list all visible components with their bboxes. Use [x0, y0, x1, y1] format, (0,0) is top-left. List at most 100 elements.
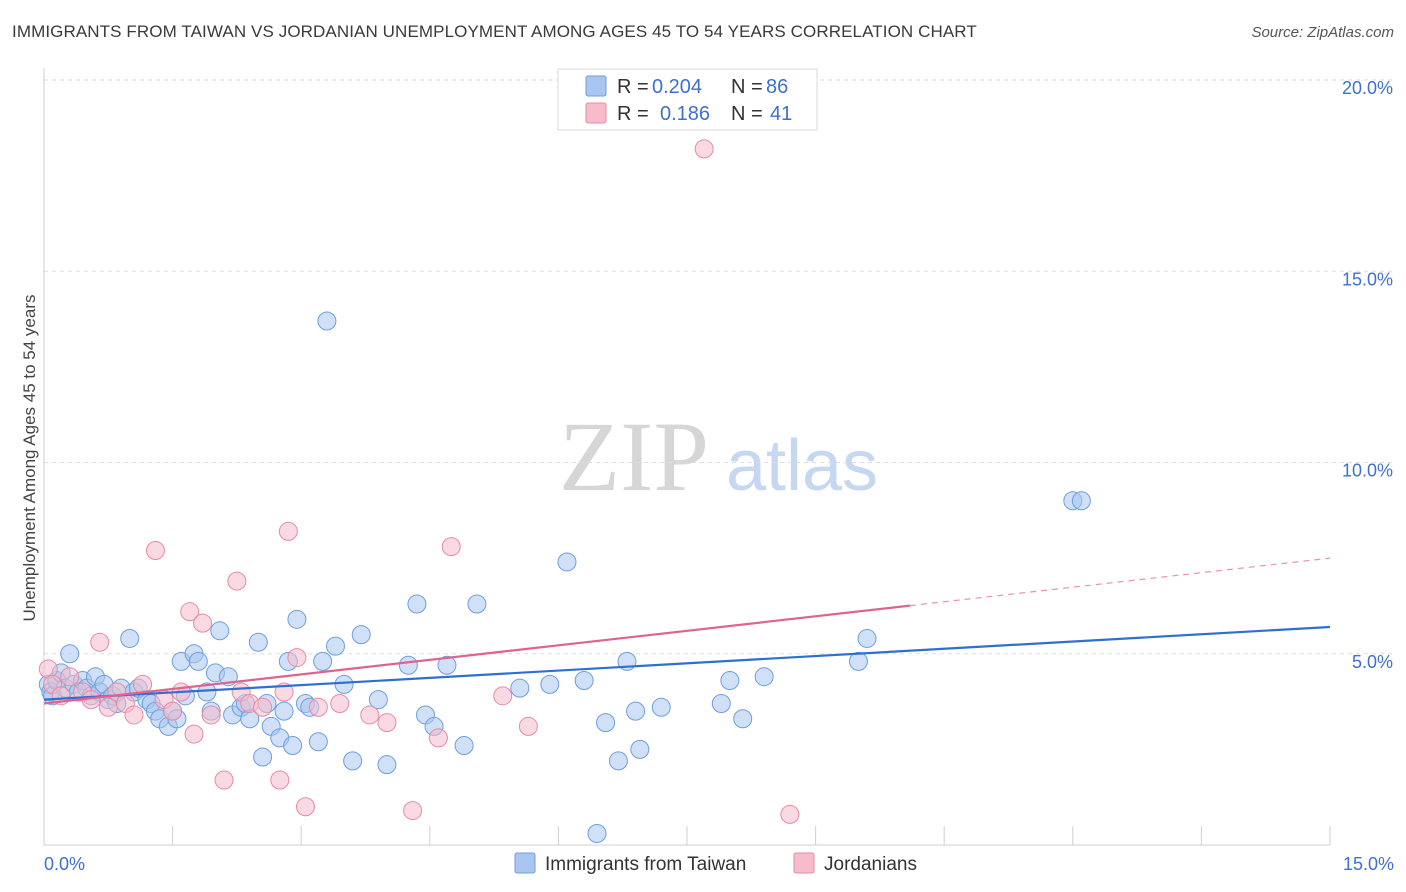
jordanians-point	[124, 705, 144, 725]
taiwan-point	[711, 693, 731, 713]
taiwan-point	[334, 674, 354, 694]
jordanians-point	[214, 770, 234, 790]
x-tick-label-min: 0.0%	[44, 854, 85, 874]
taiwan-point	[343, 751, 363, 771]
taiwan-point	[210, 621, 230, 641]
chart-title: IMMIGRANTS FROM TAIWAN VS JORDANIAN UNEM…	[12, 22, 977, 41]
taiwan-point	[651, 697, 671, 717]
taiwan-point	[351, 625, 371, 645]
taiwan-point	[60, 644, 80, 664]
legend: R = 0.204 N = 86 R = 0.186 N = 41	[557, 68, 818, 131]
taiwan-point	[857, 628, 877, 648]
jordanians-point	[330, 693, 350, 713]
taiwan-point	[274, 701, 294, 721]
taiwan-point	[557, 552, 577, 572]
jordanians-point	[403, 801, 423, 821]
taiwan-point	[398, 655, 418, 675]
legend-r-value-jordanians: 0.186	[660, 103, 710, 125]
taiwan-point	[848, 651, 868, 671]
y-tick-label: 15.0%	[1342, 269, 1393, 289]
jordanians-point	[163, 701, 183, 721]
jordanians-point	[201, 705, 221, 725]
trend-line-jordanians	[43, 604, 911, 705]
jordanians-point	[145, 540, 165, 560]
source-credit: Source: ZipAtlas.com	[1251, 24, 1394, 41]
taiwan-point	[313, 651, 333, 671]
taiwan-point	[248, 632, 268, 652]
jordanians-point	[270, 770, 290, 790]
taiwan-point	[377, 755, 397, 775]
taiwan-point	[317, 311, 337, 331]
taiwan-point	[1071, 491, 1091, 511]
y-tick-labels: 5.0% 10.0% 15.0% 20.0%	[1342, 78, 1393, 672]
taiwan-point	[188, 651, 208, 671]
taiwan-point	[733, 709, 753, 729]
legend-r-label-jordanians: R =	[617, 103, 649, 125]
jordanians-point	[780, 804, 800, 824]
legend-r-label-taiwan: R =	[617, 76, 649, 98]
trend-lines	[43, 557, 1331, 705]
y-tick-label: 20.0%	[1342, 78, 1393, 98]
watermark-zip: ZIP	[559, 401, 709, 512]
series-taiwan-points	[38, 311, 1091, 844]
jordanians-point	[441, 537, 461, 557]
jordanians-point	[518, 716, 538, 736]
taiwan-point	[608, 751, 628, 771]
watermark: ZIP atlas	[559, 401, 878, 512]
taiwan-point	[287, 609, 307, 629]
taiwan-point	[437, 655, 457, 675]
legend-r-value-taiwan: 0.204	[652, 76, 702, 98]
taiwan-point	[540, 674, 560, 694]
taiwan-point	[510, 678, 530, 698]
jordanians-point	[428, 728, 448, 748]
grid-lines	[44, 79, 1394, 655]
jordanians-point	[287, 648, 307, 668]
bottom-legend: Immigrants from Taiwan Jordanians	[514, 852, 917, 875]
jordanians-point	[253, 697, 273, 717]
taiwan-point	[626, 701, 646, 721]
jordanians-point	[90, 632, 110, 652]
x-tick-label-max: 15.0%	[1343, 854, 1394, 874]
jordanians-point	[694, 139, 714, 159]
taiwan-point	[454, 736, 474, 756]
taiwan-point	[574, 671, 594, 691]
taiwan-point	[467, 594, 487, 614]
jordanians-point	[184, 724, 204, 744]
jordanians-point	[193, 613, 213, 633]
bottom-legend-swatch-jordanians	[793, 852, 815, 874]
taiwan-point	[253, 747, 273, 767]
jordanians-point	[360, 705, 380, 725]
taiwan-point	[407, 594, 427, 614]
taiwan-point	[720, 671, 740, 691]
taiwan-point	[120, 628, 140, 648]
y-tick-label: 10.0%	[1342, 461, 1393, 481]
taiwan-point	[368, 690, 388, 710]
taiwan-point	[630, 739, 650, 759]
y-axis-label: Unemployment Among Ages 45 to 54 years	[20, 295, 39, 622]
jordanians-point	[493, 686, 513, 706]
bottom-legend-label-taiwan: Immigrants from Taiwan	[545, 854, 746, 875]
legend-swatch-taiwan	[585, 75, 607, 97]
legend-n-label-taiwan: N =	[731, 76, 763, 98]
jordanians-point	[180, 602, 200, 622]
y-tick-label: 5.0%	[1352, 652, 1393, 672]
bottom-legend-swatch-taiwan	[514, 852, 536, 874]
jordanians-point	[274, 682, 294, 702]
jordanians-point	[377, 713, 397, 733]
jordanians-point	[60, 667, 80, 687]
trend-line-jordanians-extension	[909, 557, 1331, 607]
jordanians-point	[308, 697, 328, 717]
jordanians-point	[295, 797, 315, 817]
taiwan-point	[308, 732, 328, 752]
jordanians-point	[278, 521, 298, 541]
legend-n-value-taiwan: 86	[766, 76, 788, 98]
taiwan-point	[754, 667, 774, 687]
trend-line-taiwan	[43, 625, 1331, 701]
watermark-atlas: atlas	[726, 426, 878, 506]
taiwan-point	[325, 636, 345, 656]
taiwan-point	[283, 736, 303, 756]
axes	[43, 68, 1331, 846]
legend-n-value-jordanians: 41	[770, 103, 792, 125]
series-jordanians-points	[38, 139, 800, 824]
